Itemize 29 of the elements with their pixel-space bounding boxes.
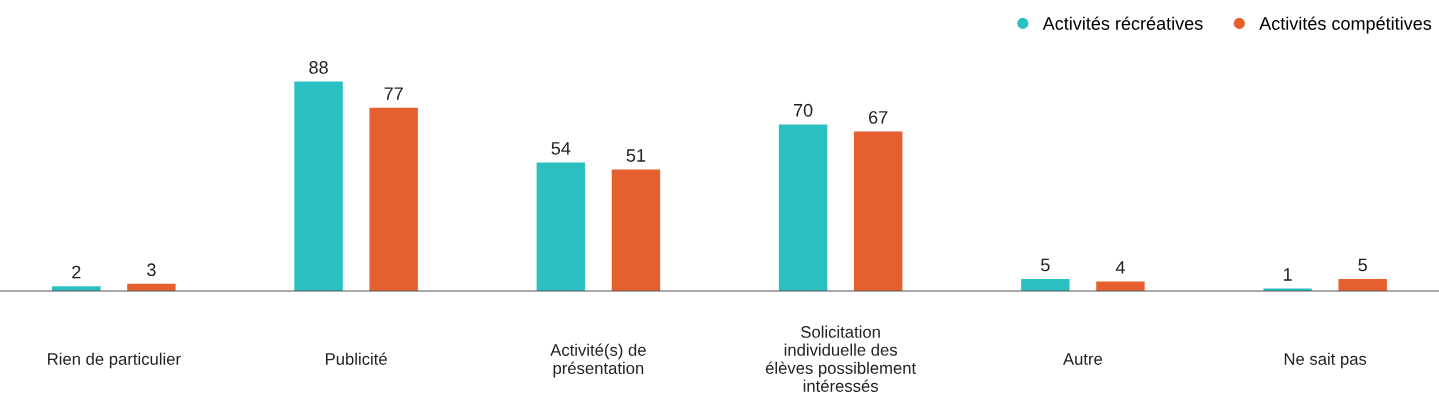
bar xyxy=(1021,279,1070,291)
data-label: 88 xyxy=(309,61,328,74)
data-label: 77 xyxy=(384,87,403,100)
data-label: 1 xyxy=(1283,268,1292,281)
data-label: 70 xyxy=(793,103,813,117)
data-label: 67 xyxy=(869,111,888,124)
legend-label: Activités récréatives xyxy=(1042,16,1203,30)
bar xyxy=(1338,279,1387,291)
data-label: 51 xyxy=(626,149,646,162)
x-tick-label: Autre xyxy=(1063,353,1103,365)
bar xyxy=(778,124,828,291)
x-tick-label: Publicité xyxy=(325,352,387,365)
bar xyxy=(1096,281,1145,291)
bar xyxy=(294,81,343,291)
x-tick-label: Rien de particulier xyxy=(48,352,181,369)
data-label: 4 xyxy=(1115,261,1125,274)
data-label: 5 xyxy=(1358,258,1367,272)
x-tick-label: Activité(s) de présentation xyxy=(550,343,646,378)
data-label: 54 xyxy=(551,142,571,155)
data-label: 5 xyxy=(1041,258,1050,272)
data-label: 2 xyxy=(72,265,81,279)
x-tick-label: Ne sait pas xyxy=(1284,352,1367,369)
data-label: 3 xyxy=(147,263,156,277)
bar xyxy=(369,107,418,291)
bar xyxy=(853,131,903,291)
x-tick-label: Solicitation individuelle des élèves possiblement intéressés xyxy=(765,325,917,392)
bar xyxy=(536,162,586,291)
legend-label: Activités compétitives xyxy=(1259,16,1432,34)
bar xyxy=(611,169,661,291)
